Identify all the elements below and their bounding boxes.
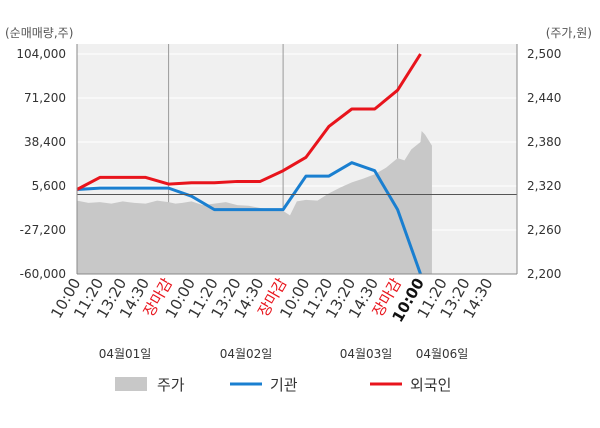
date-label: 04월01일 bbox=[99, 347, 152, 361]
y-left-tick-label: -60,000 bbox=[20, 267, 66, 281]
axes bbox=[76, 44, 518, 275]
y-right-tick-label: 2,440 bbox=[527, 91, 561, 105]
legend-label: 주가 bbox=[157, 376, 185, 394]
y-right-ticks: 2,500 2,440 2,380 2,320 2,260 2,200 bbox=[527, 47, 561, 281]
y-left-tick-label: 104,000 bbox=[16, 47, 66, 61]
y-right-axis-label: (주가,원) bbox=[546, 26, 592, 40]
y-left-tick-label: 38,400 bbox=[24, 135, 66, 149]
date-labels: 04월01일 04월02일 04월03일 04월06일 bbox=[99, 347, 469, 361]
legend: 주가 기관 외국인 bbox=[115, 376, 451, 394]
series-lines bbox=[76, 53, 422, 275]
y-right-tick-label: 2,200 bbox=[527, 267, 561, 281]
y-left-axis-label: (순매매량,주) bbox=[5, 26, 73, 40]
y-left-tick-label: -27,200 bbox=[20, 223, 66, 237]
y-left-tick-label: 5,600 bbox=[32, 179, 66, 193]
y-left-tick-label: 71,200 bbox=[24, 91, 66, 105]
price-area bbox=[77, 131, 432, 274]
date-label: 04월02일 bbox=[220, 347, 273, 361]
legend-swatch-price bbox=[115, 377, 147, 391]
date-label: 04월06일 bbox=[416, 347, 469, 361]
date-label: 04월03일 bbox=[340, 347, 393, 361]
y-right-tick-label: 2,500 bbox=[527, 47, 561, 61]
legend-label: 기관 bbox=[270, 376, 298, 394]
y-right-tick-label: 2,260 bbox=[527, 223, 561, 237]
series-line-foreign bbox=[76, 53, 422, 191]
y-right-tick-label: 2,380 bbox=[527, 135, 561, 149]
price-area-path bbox=[77, 131, 432, 274]
x-ticks: 10:0011:2013:2014:30장마감10:0011:2013:2014… bbox=[47, 275, 496, 326]
y-right-tick-label: 2,320 bbox=[527, 179, 561, 193]
legend-label: 외국인 bbox=[410, 376, 451, 394]
series-line-institution bbox=[76, 161, 422, 275]
y-left-ticks: 104,000 71,200 38,400 5,600 -27,200 -60,000 bbox=[16, 47, 66, 281]
